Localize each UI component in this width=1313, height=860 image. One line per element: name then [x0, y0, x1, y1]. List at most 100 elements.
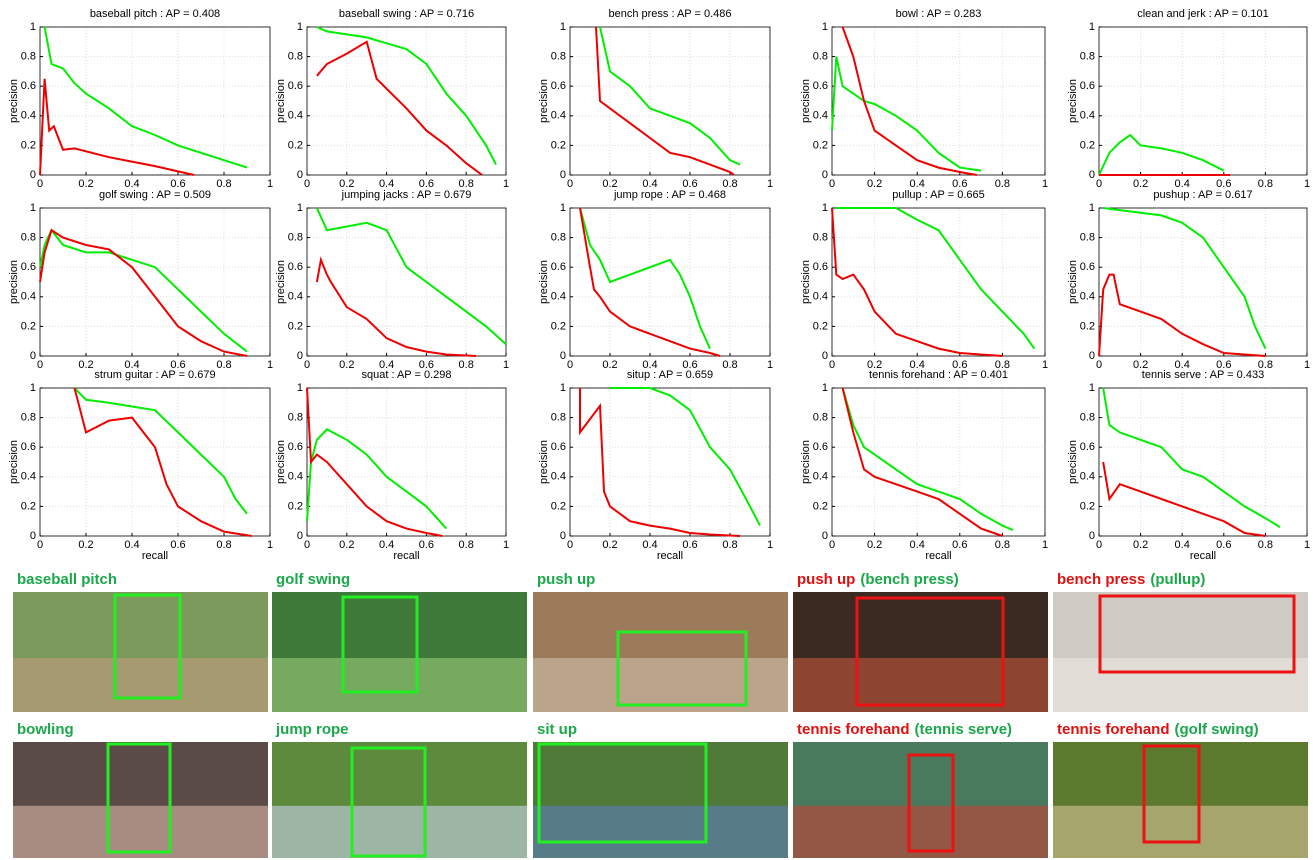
pr-curve	[1102, 461, 1266, 537]
x-tick-label: 0.6	[1216, 359, 1231, 371]
detection-box	[106, 742, 172, 854]
y-tick-label: 0.8	[21, 412, 36, 424]
x-tick-label: 0.4	[910, 539, 925, 551]
y-tick-label: 0.4	[1080, 110, 1095, 122]
label-actual: (tennis serve)	[915, 721, 1013, 738]
chart-title: baseball pitch : AP = 0.408	[90, 8, 220, 20]
y-axis-label: precision	[538, 440, 550, 484]
x-tick-label: 0.4	[1175, 178, 1190, 190]
axes-frame	[831, 387, 1046, 537]
axes-frame	[306, 26, 507, 176]
y-tick-label: 0.4	[813, 110, 828, 122]
pr-curve	[841, 387, 1014, 532]
pr-curve	[595, 26, 735, 176]
x-tick-label: 1	[767, 539, 773, 551]
example-label: push up (bench press)	[797, 571, 959, 588]
y-tick-label: 0	[1089, 350, 1095, 362]
label-correct: bowling	[17, 721, 74, 738]
x-tick-label: 0.4	[379, 359, 394, 371]
example-label: sit up	[537, 721, 577, 738]
y-tick-label: 0.6	[1080, 441, 1095, 453]
chart-title: bowl : AP = 0.283	[896, 8, 982, 20]
y-tick-label: 0.4	[288, 291, 303, 303]
y-tick-label: 0	[822, 350, 828, 362]
x-tick-label: 0.8	[995, 359, 1010, 371]
y-tick-label: 1	[297, 21, 303, 33]
axes-frame	[569, 26, 771, 176]
y-axis-label: precision	[538, 260, 550, 304]
example-label: bench press (pullup)	[1057, 571, 1205, 588]
x-tick-label: 0.2	[602, 359, 617, 371]
x-tick-label: 0.4	[124, 178, 139, 190]
y-tick-label: 0.8	[813, 412, 828, 424]
label-predicted: tennis forehand	[1057, 721, 1170, 738]
pr-curve	[39, 78, 195, 176]
y-tick-label: 0.4	[288, 110, 303, 122]
y-tick-label: 0	[297, 530, 303, 542]
x-tick-label: 0	[829, 359, 835, 371]
x-tick-label: 0.4	[379, 539, 394, 551]
pr-curve	[39, 228, 248, 357]
y-tick-label: 1	[297, 202, 303, 214]
x-tick-label: 0	[567, 359, 573, 371]
y-tick-label: 1	[822, 382, 828, 394]
chart-title: jump rope : AP = 0.468	[613, 189, 726, 201]
x-tick-label: 0	[1096, 178, 1102, 190]
y-tick-label: 0.8	[1080, 232, 1095, 244]
pr-curve	[1098, 133, 1225, 176]
y-tick-label: 0.4	[1080, 471, 1095, 483]
label-correct: jump rope	[275, 721, 349, 738]
x-tick-label: 0.2	[602, 539, 617, 551]
axes-frame	[39, 387, 271, 537]
x-tick-label: 0.4	[642, 539, 657, 551]
chart-title: jumping jacks : AP = 0.679	[341, 189, 472, 201]
x-tick-label: 0.8	[216, 359, 231, 371]
y-tick-label: 0	[822, 530, 828, 542]
x-tick-label: 0.8	[216, 539, 231, 551]
x-tick-label: 0	[1096, 539, 1102, 551]
y-tick-label: 0.8	[288, 51, 303, 63]
x-axis-label: recall	[393, 550, 419, 562]
x-tick-label: 0.6	[419, 178, 434, 190]
y-tick-label: 1	[30, 21, 36, 33]
pr-curve	[73, 387, 252, 537]
example-label: jump rope	[275, 721, 349, 738]
x-tick-label: 0.2	[339, 539, 354, 551]
photo-detail	[533, 805, 788, 858]
x-tick-label: 0.4	[124, 539, 139, 551]
pr-curve	[316, 40, 483, 176]
x-tick-label: 0.8	[459, 178, 474, 190]
y-tick-label: 0	[822, 169, 828, 181]
y-axis-label: precision	[8, 260, 20, 304]
y-tick-label: 0.6	[288, 80, 303, 92]
x-tick-label: 0	[37, 178, 43, 190]
label-correct: sit up	[537, 721, 577, 738]
photo-detail	[793, 658, 1048, 712]
example-label: golf swing	[276, 571, 350, 588]
x-tick-label: 0.4	[1175, 539, 1190, 551]
x-tick-label: 0.2	[867, 178, 882, 190]
x-tick-label: 0.6	[682, 359, 697, 371]
pr-curve	[1102, 387, 1281, 528]
x-tick-label: 1	[1304, 178, 1310, 190]
x-tick-label: 0.4	[642, 359, 657, 371]
x-tick-label: 1	[267, 178, 273, 190]
pr-curve	[306, 428, 448, 530]
axes-frame	[306, 207, 507, 357]
y-axis-label: precision	[8, 440, 20, 484]
x-tick-label: 0.4	[1175, 359, 1190, 371]
x-tick-label: 1	[767, 178, 773, 190]
example-label: push up	[537, 571, 595, 588]
photo-detail	[272, 658, 527, 712]
y-tick-label: 1	[822, 202, 828, 214]
y-tick-label: 0.2	[21, 139, 36, 151]
x-tick-label: 0.4	[379, 178, 394, 190]
y-axis-label: precision	[800, 260, 812, 304]
x-tick-label: 0.6	[952, 359, 967, 371]
pr-curve	[315, 207, 507, 345]
y-axis-label: precision	[275, 260, 287, 304]
y-tick-label: 1	[297, 382, 303, 394]
y-axis-label: precision	[275, 79, 287, 123]
detection-box	[616, 630, 748, 707]
axes-frame	[39, 26, 271, 176]
